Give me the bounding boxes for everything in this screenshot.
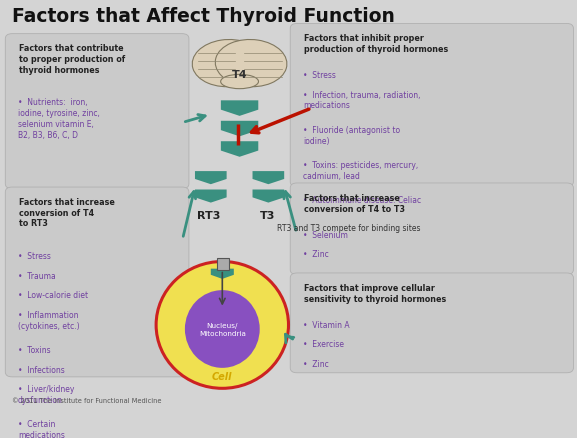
Text: © 2011 The Institute for Functional Medicine: © 2011 The Institute for Functional Medi… [12,397,162,403]
Text: •  Toxins: • Toxins [18,345,51,354]
Text: RT3 and T3 compete for binding sites: RT3 and T3 compete for binding sites [277,223,421,232]
FancyBboxPatch shape [290,25,574,187]
FancyBboxPatch shape [216,258,229,270]
Text: •  Zinc: • Zinc [303,359,329,368]
Text: •  Nutrients:  iron,
iodine, tyrosine, zinc,
selenium vitamin E,
B2, B3, B6, C, : • Nutrients: iron, iodine, tyrosine, zin… [18,98,100,139]
FancyBboxPatch shape [5,187,189,377]
Polygon shape [211,269,234,279]
FancyBboxPatch shape [290,273,574,373]
Text: •  Certain
medications: • Certain medications [18,420,65,438]
Text: Factors that contribute
to proper production of
thyroid hormones: Factors that contribute to proper produc… [19,44,125,75]
Ellipse shape [156,262,288,389]
Text: •  Toxins: pesticides, mercury,
cadmium, lead: • Toxins: pesticides, mercury, cadmium, … [303,161,418,180]
Ellipse shape [192,40,264,88]
Text: •  Trauma: • Trauma [18,271,56,280]
Polygon shape [221,142,258,157]
Text: •  Liver/kidney
dysfunction: • Liver/kidney dysfunction [18,384,74,404]
Text: •  Stress: • Stress [303,71,336,80]
Text: Factors that increase
conversion of T4
to RT3: Factors that increase conversion of T4 t… [19,198,115,228]
FancyBboxPatch shape [290,184,574,275]
Text: Cell: Cell [212,371,233,381]
Polygon shape [195,190,227,203]
Text: T3: T3 [260,211,275,221]
Polygon shape [253,190,284,203]
Text: T4: T4 [232,70,248,80]
Text: •  Selenium: • Selenium [303,230,348,239]
Text: Nucleus/
Mitochondria: Nucleus/ Mitochondria [199,322,246,336]
Polygon shape [221,101,258,117]
Text: RT3: RT3 [197,211,221,221]
Text: Factors that inhibit proper
production of thyroid hormones: Factors that inhibit proper production o… [304,34,448,54]
Text: •  Fluoride (antagonist to
iodine): • Fluoride (antagonist to iodine) [303,126,400,145]
Text: •  Vitamin A: • Vitamin A [303,320,350,329]
Text: •  Exercise: • Exercise [303,339,344,348]
Text: •  Infections: • Infections [18,365,65,374]
Text: •  Low-calorie diet: • Low-calorie diet [18,290,88,300]
Text: •  Infection, trauma, radiation,
medications: • Infection, trauma, radiation, medicati… [303,91,421,110]
Ellipse shape [185,290,260,368]
FancyBboxPatch shape [5,35,189,189]
Polygon shape [195,172,227,185]
Text: •  Zinc: • Zinc [303,250,329,258]
Text: Factors that improve cellular
sensitivity to thyroid hormones: Factors that improve cellular sensitivit… [304,283,446,303]
Text: •  Inflammation
(cytokines, etc.): • Inflammation (cytokines, etc.) [18,310,80,330]
Text: •  Stress: • Stress [18,251,51,260]
Text: •  Autoimmune disease: Celiac: • Autoimmune disease: Celiac [303,196,421,205]
Text: Factors that Affect Thyroid Function: Factors that Affect Thyroid Function [12,7,395,26]
Polygon shape [253,172,284,185]
Ellipse shape [220,75,258,89]
Ellipse shape [215,40,287,88]
Polygon shape [221,121,258,137]
Text: Factors that increase
conversion of T4 to T3: Factors that increase conversion of T4 t… [304,193,405,213]
